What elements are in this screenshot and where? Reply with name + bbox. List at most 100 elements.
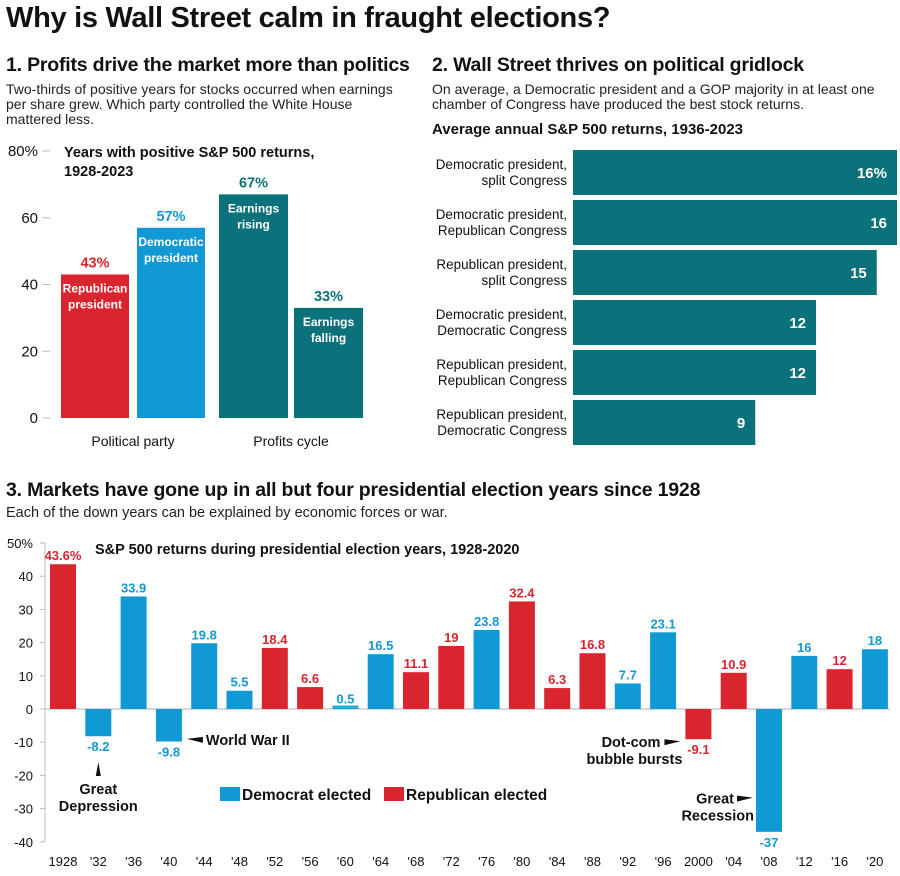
chart3-bar	[791, 655, 818, 709]
chart1-bar	[294, 307, 363, 418]
annotation-arrow-icon	[186, 736, 203, 743]
section1-description: Two-thirds of positive years for stocks …	[6, 81, 393, 127]
section3-heading: 3. Markets have gone up in all but four …	[6, 479, 701, 501]
chart3-xtick-label: '16	[831, 854, 848, 869]
annotation-arrow-icon	[95, 762, 101, 776]
chart3-value-label: 19	[444, 630, 458, 645]
chart2-category-label: Democratic Congress	[437, 323, 567, 338]
chart2-bar	[573, 150, 897, 195]
annotation-label: Recession	[681, 809, 754, 825]
chart3-xtick-label: '72	[443, 854, 460, 869]
page-title: Why is Wall Street calm in fraught elect…	[6, 2, 611, 34]
chart3-value-label: 12	[832, 653, 846, 668]
chart2-category-label: Democratic president,	[436, 207, 567, 222]
chart3-bar	[50, 564, 76, 709]
chart3-title: S&P 500 returns during presidential elec…	[95, 542, 519, 558]
chart3-bar	[438, 645, 465, 709]
chart1-value-label: 43%	[80, 255, 109, 271]
chart3-bar	[155, 709, 182, 742]
chart3-bar	[332, 707, 359, 709]
chart3-bar	[861, 649, 888, 709]
chart3-value-label: 18	[868, 633, 882, 648]
chart2-title: Average annual S&P 500 returns, 1936-202…	[432, 121, 744, 138]
chart3-value-label: 6.3	[548, 672, 566, 687]
chart3-value-label: 23.1	[650, 616, 675, 631]
chart1-ytick-label: 40	[21, 277, 38, 294]
annotation-label: World War II	[206, 733, 290, 749]
chart3-value-label: 16	[797, 640, 811, 655]
chart3-ytick-label: -10	[14, 735, 33, 750]
chart2-category-label: Democratic president,	[436, 157, 567, 172]
annotation-label: Dot-com	[602, 735, 661, 751]
chart1-title-line1: Years with positive S&P 500 returns,	[64, 145, 314, 161]
section2-description: On average, a Democratic president and a…	[432, 81, 875, 112]
chart2-category-label: Republican president,	[436, 257, 567, 272]
chart1-bar	[137, 227, 205, 418]
section1-heading: 1. Profits drive the market more than po…	[6, 54, 410, 76]
chart1-bar	[61, 274, 129, 418]
chart1-value-label: 33%	[314, 289, 343, 305]
chart2-category-label: Republican president,	[436, 407, 567, 422]
chart3-value-label: 16.5	[368, 638, 393, 653]
legend-swatch	[220, 787, 240, 801]
chart3-value-label: 6.6	[301, 671, 319, 686]
chart3-value-label: 11.1	[404, 656, 429, 671]
annotation-label: bubble bursts	[587, 752, 683, 768]
chart3-ytick-label: 30	[19, 602, 33, 617]
chart2-bar	[573, 400, 756, 445]
chart1-ytick-label: 0	[30, 410, 38, 427]
chart1-bar-name: rising	[237, 217, 270, 231]
chart2-bar	[573, 300, 816, 345]
chart1-ytick-label: 20	[21, 343, 38, 360]
chart2-category-label: Democratic Congress	[437, 423, 567, 438]
chart3-bar	[367, 654, 394, 709]
chart3-xtick-label: '96	[655, 854, 672, 869]
annotation-label: Great	[79, 782, 117, 798]
chart1-ytick-label: 80%	[8, 143, 38, 160]
annotation-arrow-icon	[737, 795, 753, 802]
chart2-category-label: Democratic president,	[436, 307, 567, 322]
chart3-ytick-label: 10	[19, 669, 33, 684]
chart3-xtick-label: '44	[196, 854, 213, 869]
chart3-value-label: 5.5	[230, 675, 248, 690]
chart3-xtick-label: 2000	[684, 854, 713, 869]
chart3-bar	[756, 709, 782, 832]
chart2-value-label: 12	[789, 365, 806, 382]
chart1-positive-years: 0 20 40 60 80% Political party 43% Republican p…	[8, 143, 363, 449]
chart3-ytick-label: 50%	[7, 536, 33, 551]
chart3-bar	[650, 632, 677, 709]
chart3-xtick-label: '12	[796, 854, 813, 869]
chart3-value-label: -37	[760, 835, 779, 850]
chart3-bar	[226, 690, 253, 709]
chart3-bar	[720, 672, 747, 709]
chart3-bar	[191, 643, 218, 709]
chart3-xtick-label: '56	[302, 854, 319, 869]
chart3-bar	[544, 688, 571, 709]
chart2-value-label: 16	[870, 215, 887, 232]
chart3-bar	[120, 596, 147, 709]
chart3-value-label: 16.8	[580, 637, 605, 652]
annotation-label: Great	[696, 792, 734, 808]
chart3-value-label: 18.4	[262, 632, 288, 647]
chart3-value-label: 32.4	[509, 585, 535, 600]
chart3-election-year-returns: -40 -30 -20 -10 0 10 20 30 40 50% 43.6% 1928 -8.2 '3…	[7, 536, 890, 869]
chart1-title-line2: 1928-2023	[64, 164, 133, 180]
chart1-bar-name: Republican	[63, 281, 128, 295]
chart1-bar-name: Democratic	[138, 235, 204, 249]
chart3-xtick-label: '32	[90, 854, 107, 869]
chart3-xtick-label: '60	[337, 854, 354, 869]
chart3-value-label: 0.5	[336, 691, 354, 706]
chart3-xtick-label: '20	[866, 854, 883, 869]
chart1-bar	[219, 194, 288, 418]
chart3-xtick-label: '88	[584, 854, 601, 869]
chart2-category-label: split Congress	[481, 273, 567, 288]
chart1-bar-name: falling	[311, 331, 346, 345]
chart1-bar-name: president	[144, 251, 198, 265]
chart3-bar	[508, 601, 535, 709]
chart3-ytick-label: -20	[14, 768, 33, 783]
chart3-xtick-label: '84	[549, 854, 566, 869]
chart2-category-label: Republican Congress	[438, 373, 567, 388]
chart3-xtick-label: '52	[266, 854, 283, 869]
chart3-xtick-label: '04	[725, 854, 742, 869]
section2-heading: 2. Wall Street thrives on political grid…	[432, 54, 804, 76]
